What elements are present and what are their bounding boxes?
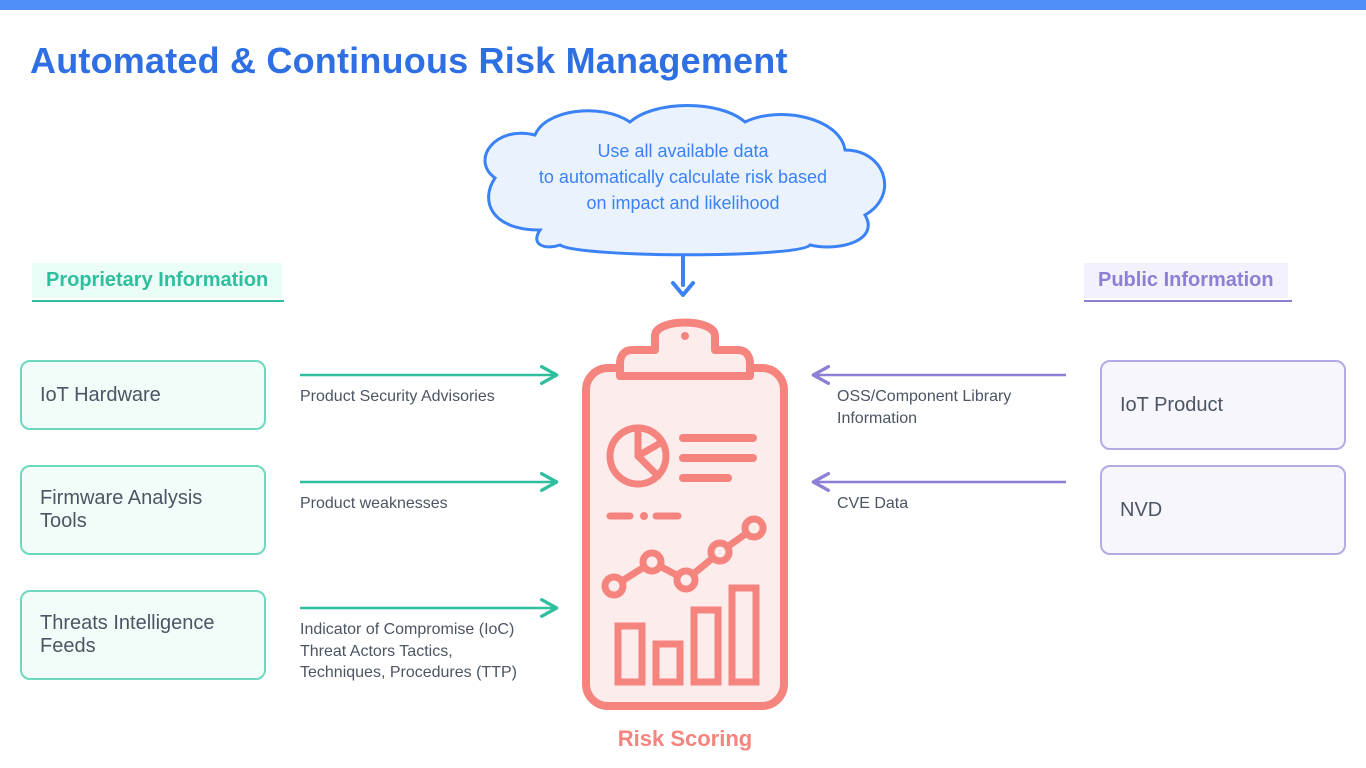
- arrow-label-left-2: Product weaknesses: [300, 493, 448, 515]
- arrow-label-right-1: OSS/Component Library Information: [837, 386, 1011, 429]
- diagram-stage: Automated & Continuous Risk Management U…: [0, 10, 1366, 768]
- risk-scoring-label: Risk Scoring: [585, 726, 785, 752]
- clipboard-icon: [578, 306, 792, 726]
- arrow-label-left-3: Indicator of Compromise (IoC) Threat Act…: [300, 619, 517, 684]
- top-accent-bar: [0, 0, 1366, 10]
- arrow-label-right-2: CVE Data: [837, 493, 908, 515]
- arrow-label-left-1: Product Security Advisories: [300, 386, 495, 408]
